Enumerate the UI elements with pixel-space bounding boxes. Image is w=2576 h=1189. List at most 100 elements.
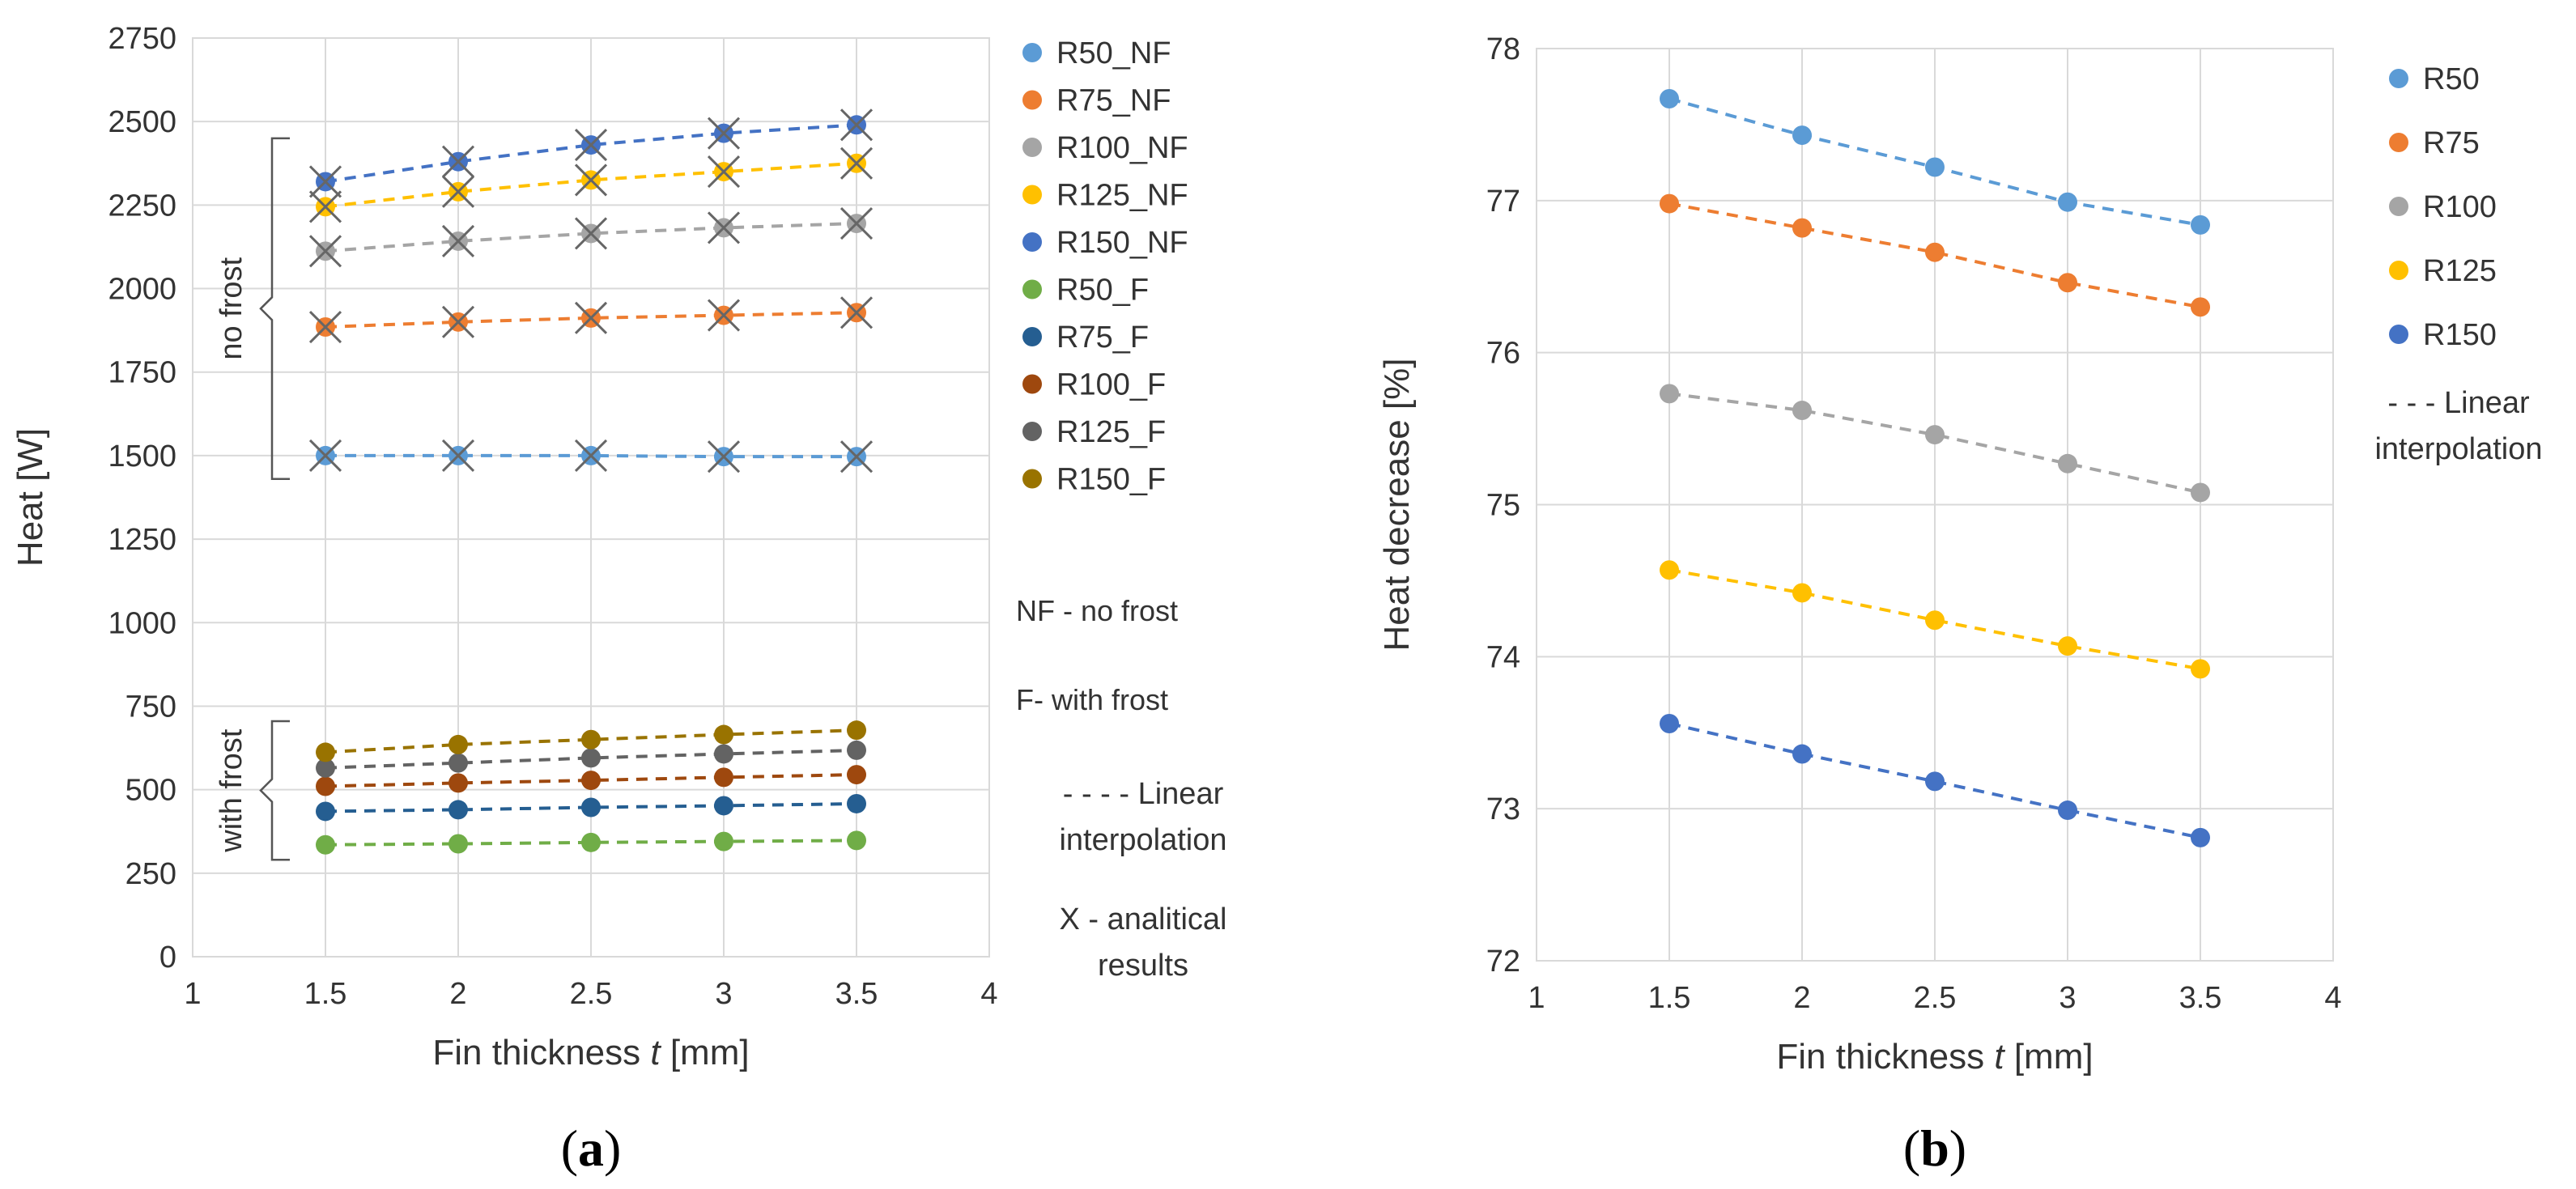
chart-a: 1 1.5 2 2.5 3 3.5 4 0 250 500 750 1000 1250 1500 1750 2… — [11, 22, 1227, 1177]
data-point-R100 — [1660, 384, 1679, 404]
y-tick-label: 250 — [125, 857, 176, 891]
data-point-R100_F — [316, 776, 335, 796]
data-point-R125 — [1925, 610, 1945, 631]
data-point-R50_F — [847, 830, 866, 851]
analytical-marker-R50_NF — [707, 440, 741, 473]
y-axis-title: Heat [W] — [11, 428, 50, 567]
analytical-marker-R150_NF — [574, 129, 608, 162]
data-point-R100_F — [581, 771, 601, 791]
x-axis-title: Fin thickness t [mm] — [1776, 1037, 2093, 1076]
panel-label-close: ) — [1949, 1119, 1966, 1177]
x-tick-label: 2.5 — [1914, 981, 1957, 1015]
data-point-R125_F — [581, 748, 601, 768]
legend-label: R150 — [2423, 318, 2497, 352]
analytical-marker-R150_NF — [707, 117, 741, 150]
trendline-R125 — [1668, 568, 2201, 671]
data-point-R50_F — [714, 831, 733, 851]
plot-area-border — [192, 37, 990, 958]
series-R75_F — [316, 793, 866, 822]
trendline-R150_F — [325, 728, 857, 754]
analytical-marker-R75_NF — [840, 296, 874, 329]
legend-marker-R75_NF — [1022, 90, 1042, 110]
bracket-label: with frost — [215, 728, 249, 852]
analytical-marker-R100_NF — [441, 224, 475, 257]
data-point-R50_F — [448, 834, 468, 854]
legend-label: R125_F — [1056, 415, 1166, 449]
x-tick-label: 1.5 — [1648, 981, 1691, 1015]
y-tick-label: 1750 — [108, 356, 176, 390]
analytical-marker-R100_NF — [308, 235, 342, 268]
legend-marker-R125_NF — [1022, 185, 1042, 205]
data-point-R150_F — [847, 720, 866, 741]
analytical-results-note-line2: results — [1098, 949, 1188, 983]
legend-marker-R100 — [2389, 197, 2408, 216]
trendline-R50_F — [325, 839, 857, 847]
data-point-R100 — [2058, 453, 2077, 473]
legend-marker-R150 — [2389, 325, 2408, 344]
y-tick-label: 75 — [1486, 489, 1520, 523]
legend: R50 R75 R100 R125 R150 — [2389, 62, 2497, 352]
data-point-R50 — [1660, 88, 1679, 108]
x-tick-label: 2 — [1793, 981, 1810, 1015]
x-tick-label: 3.5 — [835, 977, 878, 1011]
data-point-R150_F — [714, 724, 733, 745]
data-point-R150 — [1792, 744, 1812, 764]
data-point-R125 — [2191, 659, 2210, 679]
legend-label: R75_F — [1056, 321, 1149, 355]
legend-label: R75_NF — [1056, 84, 1171, 118]
analytical-marker-R125_NF — [707, 155, 741, 189]
analytical-marker-R125_NF — [441, 175, 475, 208]
x-axis-title-text: Fin thickness — [1776, 1037, 1994, 1076]
series-R150_F — [316, 720, 866, 762]
x-tick-label: 4 — [2324, 981, 2341, 1015]
legend-label: R150_F — [1056, 463, 1166, 497]
trendline-R125_F — [325, 748, 857, 770]
linear-interpolation-note-line2: interpolation — [2374, 432, 2542, 466]
legend-label: R100_NF — [1056, 131, 1188, 165]
x-tick-label: 4 — [980, 977, 997, 1011]
data-point-R150 — [1660, 713, 1679, 733]
linear-interpolation-note-line1: - - - Linear — [2387, 386, 2530, 420]
data-point-R125_F — [448, 753, 468, 773]
analytical-marker-R50_NF — [441, 439, 475, 472]
legend-label: R125_NF — [1056, 179, 1188, 213]
series-R50 — [1660, 88, 2210, 235]
analytical-marker-R150_NF — [441, 145, 475, 178]
data-point-R75_F — [448, 800, 468, 820]
series-R100_F — [316, 765, 866, 796]
legend-label: R125 — [2423, 254, 2497, 288]
x-axis-title-unit: [mm] — [2004, 1037, 2094, 1076]
data-point-R50 — [1792, 125, 1812, 146]
plot-area-border — [1536, 48, 2334, 962]
legend-marker-R50_F — [1022, 279, 1042, 299]
data-point-R50 — [2191, 214, 2210, 235]
series-R75 — [1660, 193, 2210, 317]
y-tick-label: 78 — [1486, 32, 1520, 66]
data-point-R75 — [1792, 218, 1812, 238]
panel-label: (b) — [1903, 1119, 1966, 1177]
series-R125 — [1660, 560, 2210, 679]
legend-marker-R150_F — [1022, 469, 1042, 489]
analytical-marker-R125_NF — [574, 163, 608, 197]
analytical-marker-R75_NF — [574, 301, 608, 334]
data-point-R100 — [1925, 425, 1945, 445]
y-tick-label: 2500 — [108, 105, 176, 139]
x-tick-label: 1 — [1528, 981, 1545, 1015]
y-tick-label: 73 — [1486, 792, 1520, 826]
data-point-R100 — [2191, 482, 2210, 503]
data-point-R125 — [1660, 560, 1679, 580]
legend-marker-R100_F — [1022, 374, 1042, 394]
y-tick-label: 500 — [125, 774, 176, 808]
data-point-R150_F — [316, 742, 335, 762]
trendline-R75 — [1668, 202, 2201, 309]
data-point-R75 — [2058, 273, 2077, 293]
y-tick-label: 74 — [1486, 640, 1520, 674]
legend-label: R50_F — [1056, 274, 1149, 308]
linear-interpolation-note-line2: interpolation — [1059, 823, 1226, 857]
chart-b: 1 1.5 2 2.5 3 3.5 4 72 73 74 75 76 77 78 Fin thickness… — [1377, 32, 2543, 1177]
trendline-R100 — [1668, 392, 2201, 495]
x-axis-title-unit: [mm] — [661, 1033, 750, 1072]
data-point-R100_F — [448, 773, 468, 793]
legend: R50_NF R75_NF R100_NF R125_NF R150_NF R50_F R7… — [1022, 36, 1188, 497]
data-point-R75_F — [316, 801, 335, 822]
